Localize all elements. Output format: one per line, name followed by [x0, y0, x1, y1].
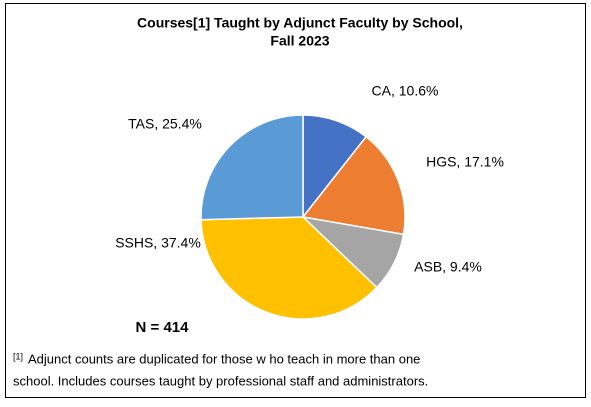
- pie-slice: [200, 114, 304, 221]
- pie-slice: [301, 135, 406, 236]
- annotation: N = 414: [136, 319, 190, 336]
- data-label: HGS, 17.1%: [426, 154, 504, 170]
- pie-slice: [302, 114, 368, 220]
- footnote: school. Includes courses taught by profe…: [13, 373, 428, 388]
- chart-title: Fall 2023: [270, 33, 329, 49]
- data-label: SSHS, 37.4%: [115, 235, 201, 251]
- data-label: TAS, 25.4%: [128, 116, 202, 132]
- footnote-marker: [1]: [13, 351, 23, 361]
- pie-slice: [200, 216, 378, 320]
- footnote: Adjunct counts are duplicated for those …: [28, 351, 420, 366]
- data-label: ASB, 9.4%: [414, 259, 482, 275]
- data-label: CA, 10.6%: [372, 83, 439, 99]
- chart-title: Courses[1] Taught by Adjunct Faculty by …: [137, 15, 463, 31]
